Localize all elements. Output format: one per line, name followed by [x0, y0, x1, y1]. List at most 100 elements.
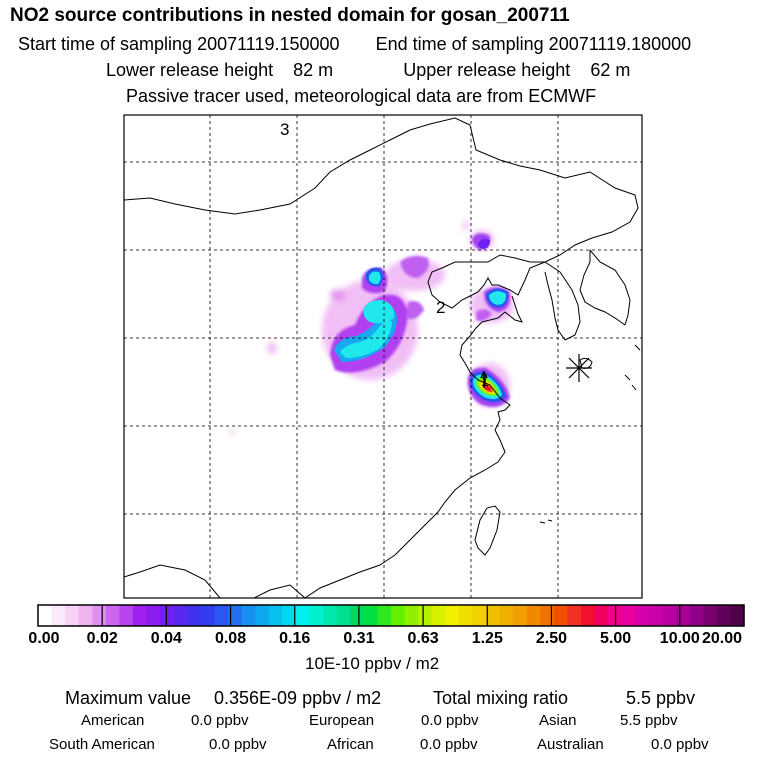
point-label-3: 3: [280, 120, 289, 139]
colorbar-cell: [431, 605, 446, 626]
colorbar-cell: [553, 605, 569, 626]
colorbar-cell: [146, 605, 161, 626]
colorbar-tick-label: 0.63: [407, 630, 439, 647]
region-african-value: 0.0 ppbv: [420, 736, 478, 753]
region-american-value: 0.0 ppbv: [191, 712, 249, 729]
colorbar-cell: [119, 605, 134, 626]
point-label-1: 1: [481, 373, 489, 389]
colorbar-cell: [350, 605, 365, 626]
colorbar-cell: [160, 605, 175, 626]
colorbar-cells: [38, 605, 745, 626]
colorbar-cell: [648, 605, 664, 626]
colorbar-cell: [105, 605, 121, 626]
colorbar-cell: [214, 605, 229, 626]
max-value: 0.356E-09 ppbv / m2: [214, 688, 381, 708]
region-south-american-label: South American: [49, 736, 155, 753]
release-heights: Lower release height 82 m Upper release …: [106, 60, 630, 81]
colorbar-cell: [567, 605, 582, 626]
colorbar-cell: [499, 605, 514, 626]
colorbar-cell: [228, 605, 243, 626]
total-mixing-value: 5.5 ppbv: [626, 688, 695, 708]
colorbar-cell: [676, 605, 691, 626]
point-label-2: 2: [436, 298, 445, 317]
region-australian-label: Australian: [537, 736, 604, 753]
colorbar-cell: [38, 605, 53, 626]
region-asian-value: 5.5 ppbv: [620, 712, 678, 729]
colorbar-tick-label: 0.31: [343, 630, 375, 647]
colorbar-cell: [635, 605, 650, 626]
colorbar-cell: [418, 605, 433, 626]
colorbar-cell: [295, 605, 311, 626]
region-american-label: American: [81, 712, 144, 729]
colorbar-cell: [458, 605, 474, 626]
sampling-times: Start time of sampling 20071119.150000 E…: [18, 34, 691, 55]
map-frame: [123, 114, 643, 599]
concentration-field: [229, 221, 514, 435]
colorbar-cell: [404, 605, 419, 626]
colorbar-cell: [200, 605, 216, 626]
max-value-label: Maximum value: [65, 688, 191, 708]
colorbar-cell: [363, 605, 379, 626]
colorbar-tick-label: 0.02: [86, 630, 118, 647]
start-time: Start time of sampling 20071119.150000: [18, 34, 340, 54]
colorbar-ticks: [101, 605, 681, 626]
colorbar-tick-label: 2.50: [535, 630, 568, 647]
colorbar-tick-label: 1.25: [471, 630, 503, 647]
colorbar-tick-label: 0.00: [28, 630, 60, 647]
region-asian-label: Asian: [539, 712, 577, 729]
colorbar-cell: [445, 605, 460, 626]
colorbar-tick-label: 20.00: [701, 630, 743, 647]
colorbar-cell: [51, 605, 66, 626]
graticule: [124, 115, 642, 598]
end-time: End time of sampling 20071119.180000: [375, 34, 692, 54]
lower-release-value: 82 m: [293, 60, 334, 80]
colorbar-cell: [282, 605, 297, 626]
region-european-value: 0.0 ppbv: [421, 712, 479, 729]
source-arrow-icon: [480, 370, 488, 388]
statistics-panel: Maximum value 0.356E-09 ppbv / m2 Total …: [49, 688, 709, 753]
colorbar-tick-label: 0.16: [279, 630, 311, 647]
colorbar-cell: [92, 605, 107, 626]
region-south-american-value: 0.0 ppbv: [209, 736, 267, 753]
colorbar-cell: [377, 605, 392, 626]
colorbar-cell: [472, 605, 487, 626]
colorbar-cell: [255, 605, 270, 626]
colorbar-cell: [594, 605, 609, 626]
colorbar-cell: [323, 605, 338, 626]
colorbar-tick-label: 5.00: [600, 630, 632, 647]
colorbar-unit: 10E-10 ppbv / m2: [305, 654, 440, 673]
colorbar-cell: [540, 605, 555, 626]
colorbar-frame: [37, 604, 745, 627]
colorbar-cell: [391, 605, 406, 626]
lower-release-label: Lower release height: [106, 60, 274, 80]
colorbar-cell: [689, 605, 704, 626]
region-australian-value: 0.0 ppbv: [651, 736, 709, 753]
colorbar-cell: [65, 605, 80, 626]
colorbar-tick-label: 10.00: [659, 630, 700, 647]
colorbar-cell: [486, 605, 501, 626]
colorbar-cell: [268, 605, 283, 626]
colorbar-cell: [336, 605, 351, 626]
region-african-label: African: [327, 736, 374, 753]
region-european-label: European: [309, 712, 374, 729]
colorbar-cell: [581, 605, 596, 626]
colorbar-cell: [730, 605, 745, 626]
station-star-icon: [566, 354, 592, 382]
colorbar-cell: [716, 605, 732, 626]
colorbar-cell: [173, 605, 188, 626]
colorbar-tick-label: 0.08: [214, 630, 247, 647]
upper-release-label: Upper release height: [403, 60, 571, 80]
colorbar-cell: [187, 605, 202, 626]
total-mixing-label: Total mixing ratio: [433, 688, 568, 708]
coastlines: [124, 117, 641, 598]
colorbar-cell: [703, 605, 718, 626]
colorbar-cell: [621, 605, 636, 626]
colorbar-cell: [241, 605, 256, 626]
colorbar-tick-label: 0.04: [150, 630, 182, 647]
colorbar-cell: [513, 605, 528, 626]
colorbar-cell: [309, 605, 324, 626]
map-title: NO2 source contributions in nested domai…: [10, 5, 570, 26]
upper-release-value: 62 m: [590, 60, 631, 80]
